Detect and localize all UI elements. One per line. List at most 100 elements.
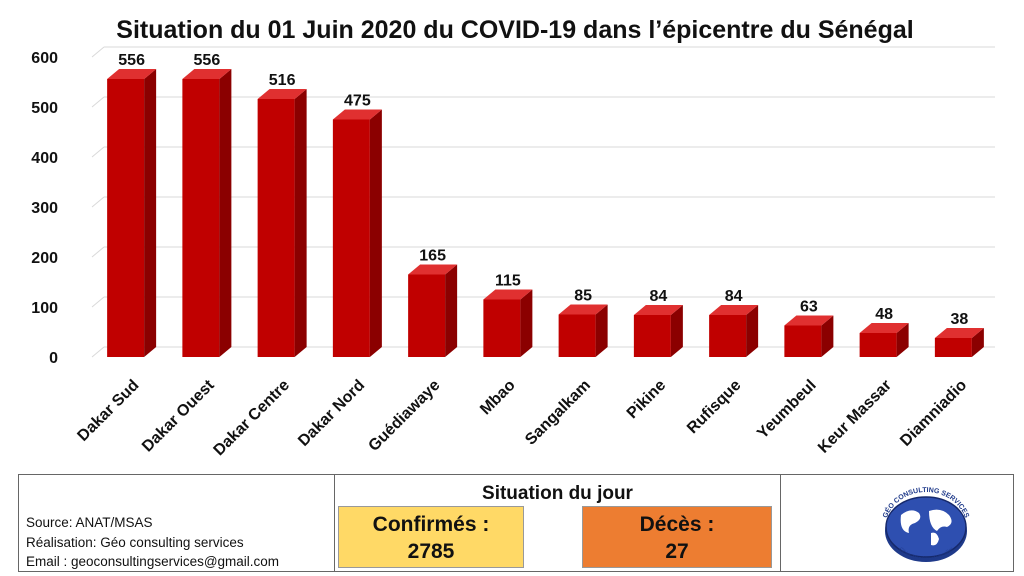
data-label: 85 bbox=[574, 288, 592, 305]
bar-12 bbox=[934, 328, 984, 357]
bar-front bbox=[257, 99, 295, 357]
x-tick-label: Dakar Centre bbox=[210, 377, 293, 460]
bar-side bbox=[294, 89, 307, 357]
deaths-value: 27 bbox=[665, 540, 689, 563]
realisation-text: Réalisation: Géo consulting services bbox=[26, 534, 244, 550]
bar-side bbox=[896, 323, 909, 357]
bar-5 bbox=[408, 264, 458, 357]
bar-top bbox=[859, 323, 909, 333]
data-label: 63 bbox=[800, 299, 818, 316]
bar-side bbox=[971, 328, 984, 357]
x-tick-label: Guédiawaye bbox=[365, 377, 443, 455]
bar-top bbox=[784, 315, 834, 326]
bar-front bbox=[558, 314, 596, 357]
gridline-depth bbox=[91, 196, 105, 208]
bar-11 bbox=[859, 323, 909, 357]
bar-3 bbox=[257, 89, 307, 357]
bar-front bbox=[934, 338, 972, 357]
data-label: 48 bbox=[875, 306, 893, 323]
bar-top bbox=[332, 109, 382, 120]
bar-front bbox=[633, 315, 671, 357]
x-tick-label: Dakar Nord bbox=[295, 377, 368, 450]
x-tick-label: Diamniadio bbox=[897, 377, 970, 450]
gridline-depth bbox=[91, 346, 105, 358]
data-label: 556 bbox=[118, 52, 145, 69]
data-label: 475 bbox=[344, 93, 371, 110]
bar-side bbox=[520, 289, 533, 357]
confirmed-box: Confirmés : 2785 bbox=[338, 506, 524, 568]
bar-side bbox=[445, 264, 458, 357]
data-label: 38 bbox=[950, 311, 968, 328]
y-tick-label: 200 bbox=[31, 250, 58, 267]
data-labels: 556 556 516 475 165 115 85 84 84 63 48 38 bbox=[118, 52, 968, 328]
bar-side bbox=[144, 69, 157, 357]
deaths-label: Décès : bbox=[639, 513, 715, 536]
chart-title: Situation du 01 Juin 2020 du COVID-19 da… bbox=[116, 16, 914, 44]
gridline-depth bbox=[91, 46, 105, 58]
bar-chart: 0 100 200 300 400 500 600 556 556 516 475 165 115 85… bbox=[31, 46, 995, 459]
data-label: 115 bbox=[495, 273, 521, 290]
bar-side bbox=[821, 315, 834, 357]
bar-top bbox=[934, 328, 984, 338]
gridline-depth bbox=[91, 246, 105, 258]
x-tick-label: Rufisque bbox=[684, 377, 744, 437]
x-tick-label: Sangalkam bbox=[522, 377, 594, 449]
bar-top bbox=[558, 304, 608, 315]
logo-box: GÉO CONSULTING SERVICES Cibler, Repérer … bbox=[781, 475, 1013, 571]
confirmed-value: 2785 bbox=[407, 540, 455, 563]
bar-front bbox=[107, 79, 145, 357]
bar-4 bbox=[332, 109, 382, 357]
bar-front bbox=[859, 333, 897, 357]
bar-side bbox=[219, 69, 232, 357]
bars bbox=[107, 69, 984, 357]
situation-du-jour-box: Situation du jour Confirmés : 2785 Décès… bbox=[335, 475, 781, 571]
confirmed-label: Confirmés : bbox=[372, 513, 490, 536]
data-label: 556 bbox=[194, 52, 221, 69]
bar-front bbox=[709, 315, 747, 357]
gridline-depth bbox=[91, 146, 105, 158]
source-box: Source: ANAT/MSAS Réalisation: Géo consu… bbox=[19, 475, 335, 571]
bar-top bbox=[633, 305, 683, 315]
gridline-depth bbox=[91, 96, 105, 108]
bar-top bbox=[483, 289, 533, 300]
bar-top bbox=[107, 69, 157, 79]
info-panel: Source: ANAT/MSAS Réalisation: Géo consu… bbox=[18, 474, 1014, 572]
bar-front bbox=[408, 274, 446, 357]
deaths-box: Décès : 27 bbox=[582, 506, 772, 568]
y-tick-label: 400 bbox=[31, 150, 58, 167]
bar-front bbox=[483, 299, 521, 357]
y-tick-label: 600 bbox=[31, 50, 58, 67]
y-tick-label: 300 bbox=[31, 200, 58, 217]
x-tick-label: Mbao bbox=[477, 377, 519, 419]
y-tick-label: 0 bbox=[49, 350, 58, 367]
bar-10 bbox=[784, 315, 834, 357]
x-tick-label: Dakar Ouest bbox=[139, 376, 218, 455]
gridlines bbox=[91, 46, 995, 358]
bar-2 bbox=[182, 69, 232, 357]
y-axis-ticks: 0 100 200 300 400 500 600 bbox=[31, 50, 58, 367]
y-tick-label: 100 bbox=[31, 300, 58, 317]
bar-top bbox=[182, 69, 232, 79]
bar-8 bbox=[633, 305, 683, 357]
y-tick-label: 500 bbox=[31, 100, 58, 117]
bar-front bbox=[182, 79, 220, 357]
bar-1 bbox=[107, 69, 157, 357]
data-label: 516 bbox=[269, 72, 296, 89]
data-label: 165 bbox=[419, 248, 446, 265]
bar-side bbox=[369, 109, 382, 357]
x-tick-label: Pikine bbox=[624, 377, 669, 422]
bar-top bbox=[257, 89, 307, 99]
source-text: Source: ANAT/MSAS bbox=[26, 515, 153, 530]
geo-consulting-logo: GÉO CONSULTING SERVICES Cibler, Repérer … bbox=[882, 487, 970, 562]
bar-top bbox=[709, 305, 759, 315]
bar-9 bbox=[709, 305, 759, 357]
x-tick-label: Keur Massar bbox=[815, 377, 895, 457]
bar-6 bbox=[483, 289, 533, 357]
email-text: Email : geoconsultingservices@gmail.com bbox=[26, 554, 280, 569]
bar-side bbox=[670, 305, 683, 357]
data-label: 84 bbox=[649, 288, 667, 305]
x-tick-label: Dakar Sud bbox=[74, 377, 142, 445]
bar-7 bbox=[558, 304, 608, 357]
bar-side bbox=[595, 304, 608, 357]
